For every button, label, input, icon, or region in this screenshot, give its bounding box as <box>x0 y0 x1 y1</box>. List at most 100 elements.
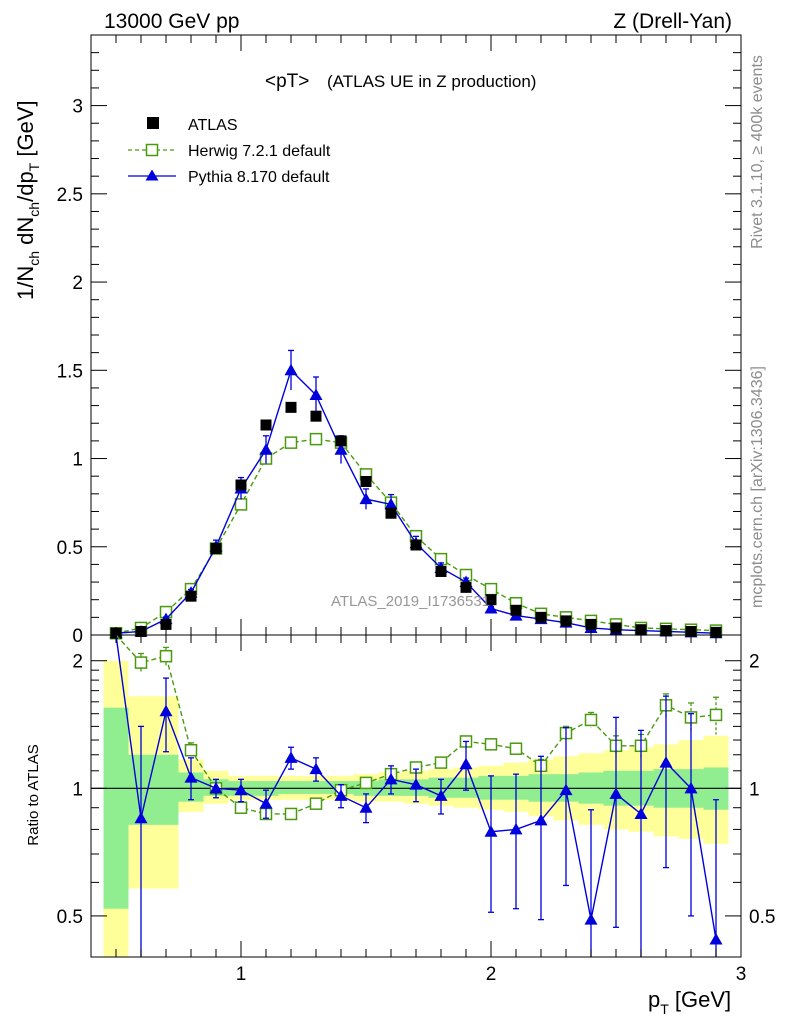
ratio-pythia-point <box>159 704 173 717</box>
pythia-point <box>259 443 273 455</box>
ratio-pythia-point <box>459 757 473 770</box>
x-axis-label: pT [GeV] <box>648 987 731 1017</box>
legend: ATLAS Herwig 7.2.1 default Pythia 8.170 … <box>128 117 331 186</box>
ratio-axes: 0.5 0.5 1 1 2 2 1 2 3 <box>57 635 775 985</box>
x-tick-label: 2 <box>486 964 497 985</box>
main-ytick-label: 2.5 <box>57 185 83 206</box>
ratio-pythia-point <box>134 811 148 824</box>
ratio-herwig-point <box>284 807 298 821</box>
ratio-herwig-point <box>509 742 523 755</box>
legend-herwig-marker <box>145 143 159 157</box>
ratio-ylabel: Ratio to ATLAS <box>25 744 42 845</box>
legend-atlas-marker <box>147 117 159 129</box>
ratio-pythia-point <box>584 913 598 925</box>
atlas-point <box>360 475 372 487</box>
herwig-point <box>309 432 323 446</box>
ratio-pythia-point <box>559 783 573 796</box>
pythia-point <box>334 443 348 455</box>
ratio-pythia-point <box>259 797 273 809</box>
pythia-point <box>384 497 398 510</box>
atlas-point <box>335 435 347 447</box>
ratio-panel: 0.5 0.5 1 1 2 2 1 2 3 Ratio to ATLAS <box>25 634 775 985</box>
ratio-herwig-point <box>434 756 448 769</box>
ratio-ytick-label-right: 1 <box>749 779 760 800</box>
header-energy: 13000 GeV pp <box>104 10 239 33</box>
analysis-watermark: ATLAS_2019_I1736531 <box>331 593 490 610</box>
pythia-point <box>284 363 298 376</box>
ratio-pythia-point <box>409 778 423 790</box>
ratio-ytick-label: 2 <box>72 652 83 673</box>
atlas-point <box>210 543 222 555</box>
ratio-pythia-point <box>609 787 623 799</box>
main-axes: 0 0.5 1 1.5 2 2.5 3 <box>57 35 742 647</box>
ratio-ytick-label-right: 2 <box>749 652 760 673</box>
ratio-herwig-point <box>584 713 598 727</box>
main-ytick-label: 1.5 <box>57 361 83 382</box>
atlas-point <box>585 618 597 630</box>
atlas-point <box>410 539 422 551</box>
atlas-point <box>285 401 297 413</box>
ratio-band-inner <box>303 781 329 794</box>
legend-pythia-marker <box>145 169 159 181</box>
ratio-band-inner <box>153 754 179 825</box>
legend-pythia-label: Pythia 8.170 default <box>188 169 330 186</box>
plot-title-sub: (ATLAS UE in Z production) <box>327 72 536 91</box>
atlas-point <box>260 419 272 431</box>
ratio-herwig-point <box>184 743 198 757</box>
ratio-pythia-point <box>384 772 398 785</box>
ratio-pythia-point <box>234 783 248 796</box>
atlas-point <box>160 618 172 630</box>
ratio-pythia-point <box>709 932 723 945</box>
ratio-pythia-point <box>534 813 548 826</box>
atlas-point <box>235 479 247 491</box>
herwig-point <box>284 436 298 449</box>
ratio-herwig-point <box>309 797 323 810</box>
x-tick-label: 1 <box>236 964 247 985</box>
rivet-version-label: Rivet 3.1.10, ≥ 400k events <box>749 55 766 249</box>
pythia-point <box>484 602 498 614</box>
main-ytick-label: 3 <box>72 97 83 118</box>
ratio-pythia-point <box>434 789 448 801</box>
atlas-point <box>435 565 447 577</box>
ratio-ytick-label: 1 <box>72 779 83 800</box>
pythia-point <box>309 388 323 400</box>
atlas-point <box>560 615 572 627</box>
ratio-pythia-point <box>509 822 523 835</box>
atlas-point <box>485 594 497 606</box>
ratio-herwig-point <box>234 801 248 814</box>
ratio-herwig-point <box>709 708 723 722</box>
ratio-pythia-point <box>334 789 348 801</box>
ratio-content <box>91 634 741 957</box>
header-process: Z (Drell-Yan) <box>613 10 732 33</box>
ratio-pythia-point <box>209 781 223 794</box>
main-panel: 0 0.5 1 1.5 2 2.5 3 <pT> (ATLAS UE in Z produc… <box>13 34 742 647</box>
atlas-point <box>460 581 472 593</box>
ratio-pythia-point <box>359 801 373 813</box>
ratio-pythia-point <box>184 771 198 783</box>
main-ytick-label: 0.5 <box>57 538 83 559</box>
ratio-herwig-point <box>159 649 173 663</box>
ratio-pythia-point <box>284 751 298 763</box>
legend-herwig-label: Herwig 7.2.1 default <box>188 143 331 160</box>
mcplots-label: mcplots.cern.ch [arXiv:1306.3436] <box>749 366 766 608</box>
atlas-point <box>510 604 522 616</box>
atlas-point <box>385 507 397 519</box>
ratio-ytick-label-right: 0.5 <box>749 907 775 928</box>
atlas-point <box>535 611 547 623</box>
ratio-herwig-point <box>484 738 498 751</box>
ratio-ytick-label: 0.5 <box>57 907 83 928</box>
ratio-band-inner <box>278 781 304 794</box>
ratio-herwig-point <box>359 776 373 790</box>
ratio-pythia-point <box>684 781 698 794</box>
pythia-point <box>359 492 373 505</box>
ratio-pythia-point <box>659 756 673 768</box>
ratio-pythia-point <box>484 825 498 837</box>
atlas-point <box>185 590 197 602</box>
main-ytick-label: 1 <box>72 450 83 471</box>
herwig-point <box>234 498 248 511</box>
ratio-pythia-point <box>634 807 648 819</box>
ratio-herwig-point <box>134 656 148 669</box>
atlas-point <box>310 410 322 422</box>
main-ytick-label: 2 <box>72 273 83 294</box>
